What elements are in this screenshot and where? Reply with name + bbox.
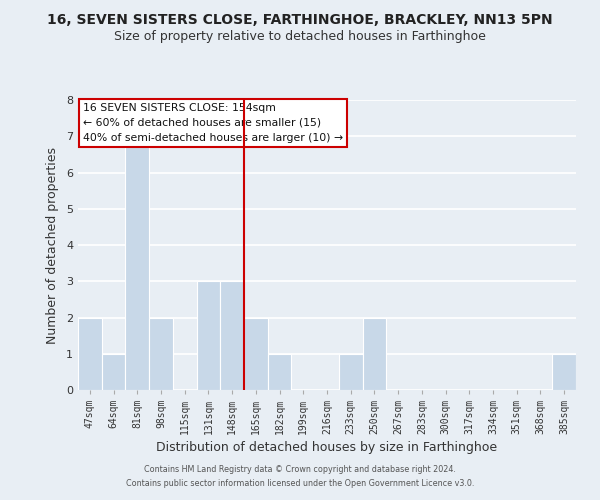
Y-axis label: Number of detached properties: Number of detached properties	[46, 146, 59, 344]
Bar	[244, 318, 268, 390]
Bar	[339, 354, 362, 390]
X-axis label: Distribution of detached houses by size in Farthinghoe: Distribution of detached houses by size …	[157, 441, 497, 454]
Bar	[552, 354, 576, 390]
Text: Size of property relative to detached houses in Farthinghoe: Size of property relative to detached ho…	[114, 30, 486, 43]
Bar	[362, 318, 386, 390]
Text: Contains HM Land Registry data © Crown copyright and database right 2024.
Contai: Contains HM Land Registry data © Crown c…	[126, 466, 474, 487]
Bar	[149, 318, 173, 390]
Text: 16 SEVEN SISTERS CLOSE: 154sqm
← 60% of detached houses are smaller (15)
40% of : 16 SEVEN SISTERS CLOSE: 154sqm ← 60% of …	[83, 103, 343, 142]
Bar	[78, 318, 102, 390]
Bar	[268, 354, 292, 390]
Bar	[220, 281, 244, 390]
Bar	[102, 354, 125, 390]
Text: 16, SEVEN SISTERS CLOSE, FARTHINGHOE, BRACKLEY, NN13 5PN: 16, SEVEN SISTERS CLOSE, FARTHINGHOE, BR…	[47, 12, 553, 26]
Bar	[125, 136, 149, 390]
Bar	[197, 281, 220, 390]
